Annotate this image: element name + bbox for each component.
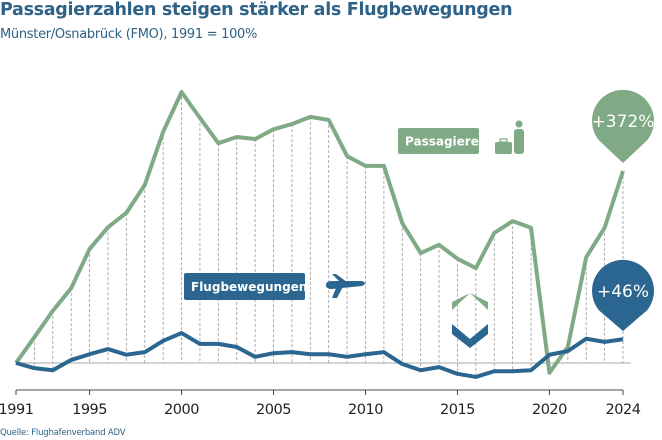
x-tick-label: 1991 xyxy=(0,402,33,418)
label-text: Passagiere xyxy=(405,135,479,149)
end-value-label: +372% xyxy=(592,112,655,132)
label-text: Flugbewegungen xyxy=(191,280,307,294)
series-line-passagiere xyxy=(14,90,625,375)
label-box xyxy=(398,128,479,154)
label-box xyxy=(184,273,305,300)
pin-flugbewegungen: +46% xyxy=(592,259,654,331)
plane-body xyxy=(326,281,365,289)
suitcase xyxy=(495,142,512,154)
x-tick-label: 1995 xyxy=(72,402,107,418)
person-head xyxy=(515,120,523,128)
source-note: Quelle: Flughafenverband ADV xyxy=(0,428,126,438)
chevron-down-icon xyxy=(452,324,488,348)
suitcase-handle xyxy=(499,138,508,143)
series-line-flugbewegungen xyxy=(15,331,624,379)
chart-subtitle: Münster/Osnabrück (FMO), 1991 = 100% xyxy=(0,27,258,42)
pin-passagiere: +372% xyxy=(592,89,655,163)
legend-flugbewegungen: Flugbewegungen xyxy=(184,273,307,300)
x-tick-label: 2005 xyxy=(256,402,291,418)
airplane-icon xyxy=(326,274,365,298)
end-value-label: +46% xyxy=(597,282,649,302)
pin-shape xyxy=(592,259,654,331)
x-tick-label: 2015 xyxy=(440,402,475,418)
x-tick-label: 2010 xyxy=(348,402,383,418)
plane-wing-upper xyxy=(332,274,347,282)
chevron-up-icon xyxy=(452,293,488,310)
chart-title: Passagierzahlen steigen stärker als Flug… xyxy=(0,0,513,20)
x-tick-label: 2000 xyxy=(164,402,199,418)
pin-shape xyxy=(592,89,654,163)
plane-wing xyxy=(332,283,345,298)
legend-passagiere: Passagiere xyxy=(398,128,479,154)
x-tick-label: 2020 xyxy=(532,402,567,418)
person-with-suitcase-icon xyxy=(495,120,524,154)
x-tick-label: 2024 xyxy=(606,402,641,418)
person-body xyxy=(514,129,524,154)
